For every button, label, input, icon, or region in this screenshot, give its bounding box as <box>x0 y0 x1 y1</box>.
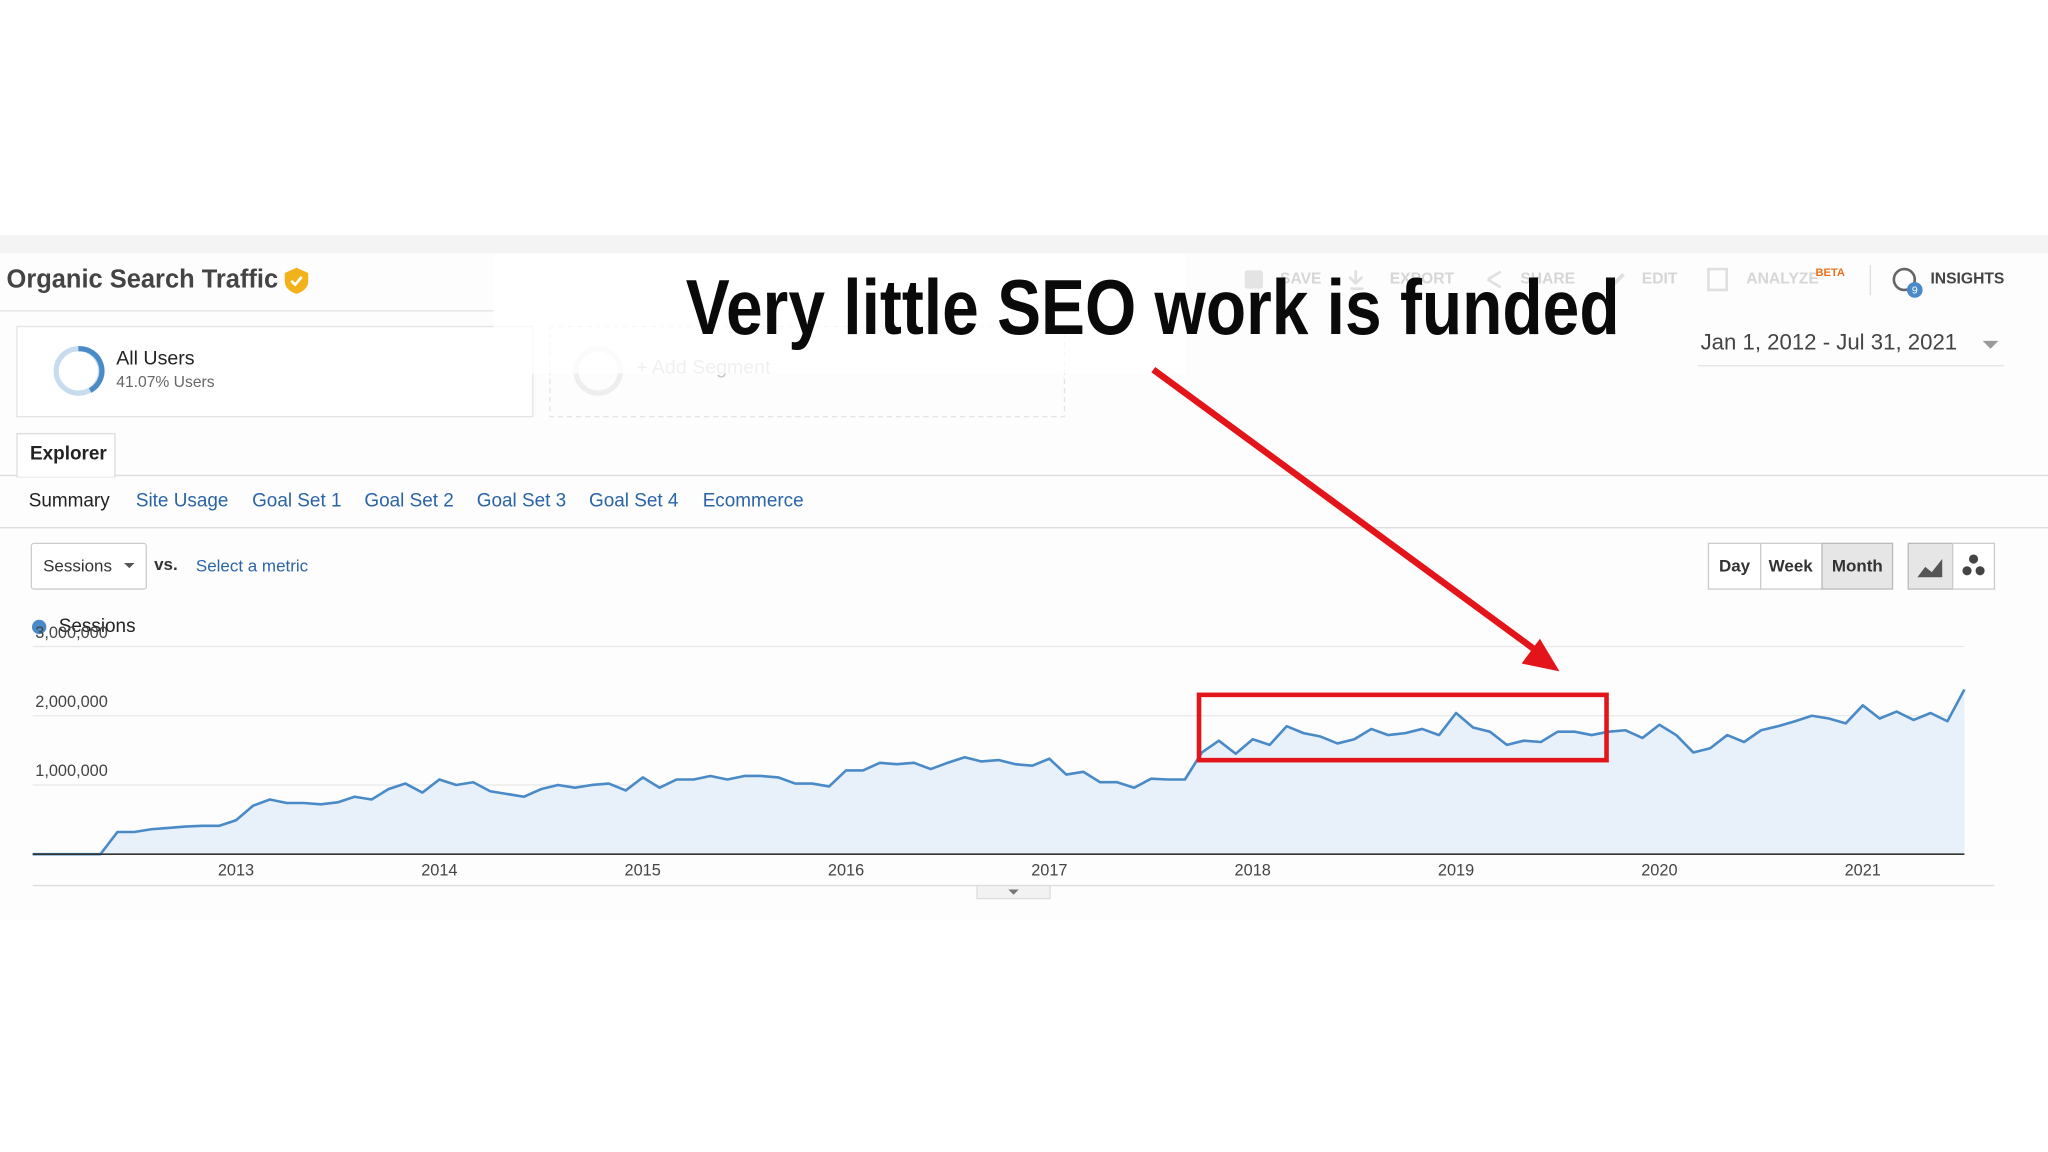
annotation-box <box>1196 692 1609 763</box>
explorer-tab[interactable]: Explorer <box>30 444 107 465</box>
motion-icon <box>1962 566 1972 576</box>
select-metric-link[interactable]: Select a metric <box>196 556 309 575</box>
share-icon <box>1487 270 1502 289</box>
save-icon <box>1244 270 1264 289</box>
insights-badge-bg <box>1906 282 1923 298</box>
line-chart-toggle[interactable] <box>1907 542 1954 590</box>
x-tick-label: 2014 <box>421 861 457 879</box>
verified-badge <box>284 267 309 294</box>
sessions-chart: 1,000,000 2,000,000 3,000,000 2013 2014 2015 2… <box>32 624 1966 879</box>
share-button[interactable]: SHARE <box>1520 271 1575 288</box>
collapse-arrow <box>1008 889 1019 895</box>
subtab[interactable]: Ecommerce <box>703 491 804 512</box>
day-button-box[interactable] <box>1707 542 1762 590</box>
report-title: Organic Search Traffic <box>7 266 279 294</box>
export-button[interactable]: EXPORT <box>1390 271 1455 288</box>
subtab[interactable]: Goal Set 4 <box>589 491 678 512</box>
y-tick-label: 1,000,000 <box>35 762 108 780</box>
analyze-icon <box>1707 267 1728 292</box>
segment-detail: 41.07% Users <box>116 374 215 391</box>
top-strip <box>0 235 2048 254</box>
x-tick-label: 2013 <box>218 861 254 879</box>
segment-ring-fill <box>78 346 105 393</box>
subtab[interactable]: Site Usage <box>136 491 229 512</box>
x-tick-label: 2019 <box>1438 861 1474 879</box>
week-button-box[interactable] <box>1760 542 1823 590</box>
subtab[interactable]: Summary <box>29 491 110 512</box>
line-chart-icon <box>1917 559 1943 578</box>
month-button[interactable]: Month <box>1832 556 1883 575</box>
export-icon <box>1348 270 1364 290</box>
insights-button[interactable]: INSIGHTS <box>1930 271 2004 288</box>
segment-card[interactable] <box>16 325 534 418</box>
y-tick-label: 2,000,000 <box>35 693 108 711</box>
x-tick-label: 2018 <box>1235 861 1271 879</box>
annotation-title: Very little SEO work is funded <box>686 263 1620 351</box>
save-button[interactable]: SAVE <box>1280 271 1321 288</box>
week-button[interactable]: Week <box>1769 556 1814 575</box>
segment-name: All Users <box>116 347 195 369</box>
legend-label[interactable]: Sessions <box>59 616 136 637</box>
explorer-tab-box <box>16 432 116 478</box>
vs-label: vs. <box>154 555 178 574</box>
insights-icon <box>1892 267 1917 292</box>
metric-select-box[interactable] <box>30 542 147 590</box>
x-tick-label: 2016 <box>828 861 864 879</box>
beta-label: BETA <box>1816 267 1845 279</box>
annotation-arrowhead <box>1521 638 1560 672</box>
date-range[interactable]: Jan 1, 2012 - Jul 31, 2021 <box>1701 329 1958 354</box>
subtab[interactable]: Goal Set 3 <box>477 491 566 512</box>
check-icon <box>290 276 303 287</box>
subtab[interactable]: Goal Set 1 <box>252 491 341 512</box>
sessions-line <box>32 688 1966 856</box>
legend-swatch <box>32 619 47 635</box>
x-tick-label: 2015 <box>625 861 661 879</box>
motion-icon <box>1968 554 1979 564</box>
edit-button[interactable]: EDIT <box>1642 271 1678 288</box>
title-backdrop <box>493 253 1186 374</box>
day-button[interactable]: Day <box>1719 556 1751 575</box>
month-button-box[interactable] <box>1821 542 1894 590</box>
metric-dropdown-arrow <box>124 562 135 569</box>
edit-icon <box>1609 272 1625 289</box>
x-tick-label: 2017 <box>1031 861 1067 879</box>
insights-badge: 9 <box>1912 285 1918 296</box>
x-tick-label: 2020 <box>1641 861 1677 879</box>
subtab[interactable]: Goal Set 2 <box>364 491 453 512</box>
date-dropdown-arrow <box>1982 340 1999 349</box>
x-tick-label: 2021 <box>1845 861 1881 879</box>
motion-icon <box>1975 566 1985 576</box>
metric-select[interactable]: Sessions <box>43 556 112 575</box>
analyze-button[interactable]: ANALYZE <box>1746 271 1819 288</box>
annotation-arrow <box>1151 367 1538 654</box>
motion-chart-toggle[interactable] <box>1951 542 1996 590</box>
y-tick-label: 3,000,000 <box>35 624 108 642</box>
